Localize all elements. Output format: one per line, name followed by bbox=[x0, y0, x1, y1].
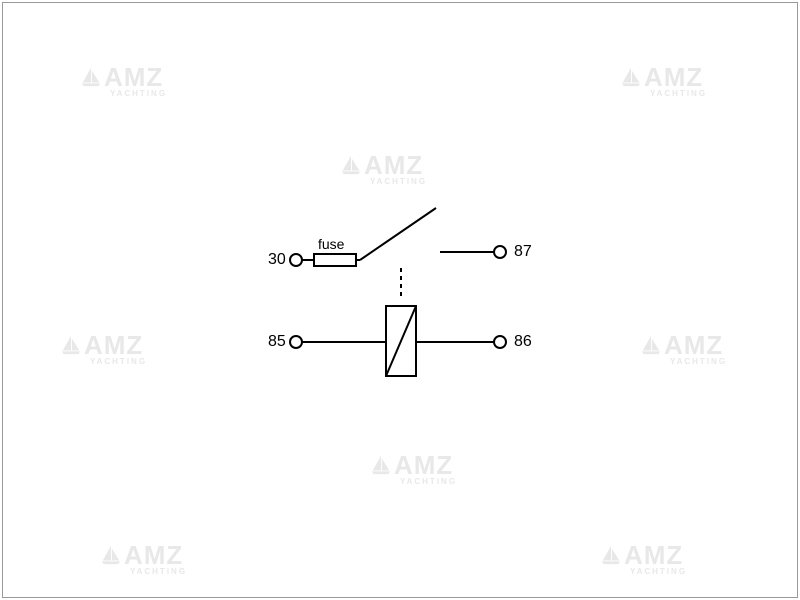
fuse-label: fuse bbox=[318, 236, 344, 252]
pin-30-label: 30 bbox=[268, 251, 286, 269]
relay-schematic bbox=[0, 0, 800, 600]
pin-86-label: 86 bbox=[514, 333, 532, 351]
pin-85-label: 85 bbox=[268, 333, 286, 351]
pin-87-label: 87 bbox=[514, 243, 532, 261]
